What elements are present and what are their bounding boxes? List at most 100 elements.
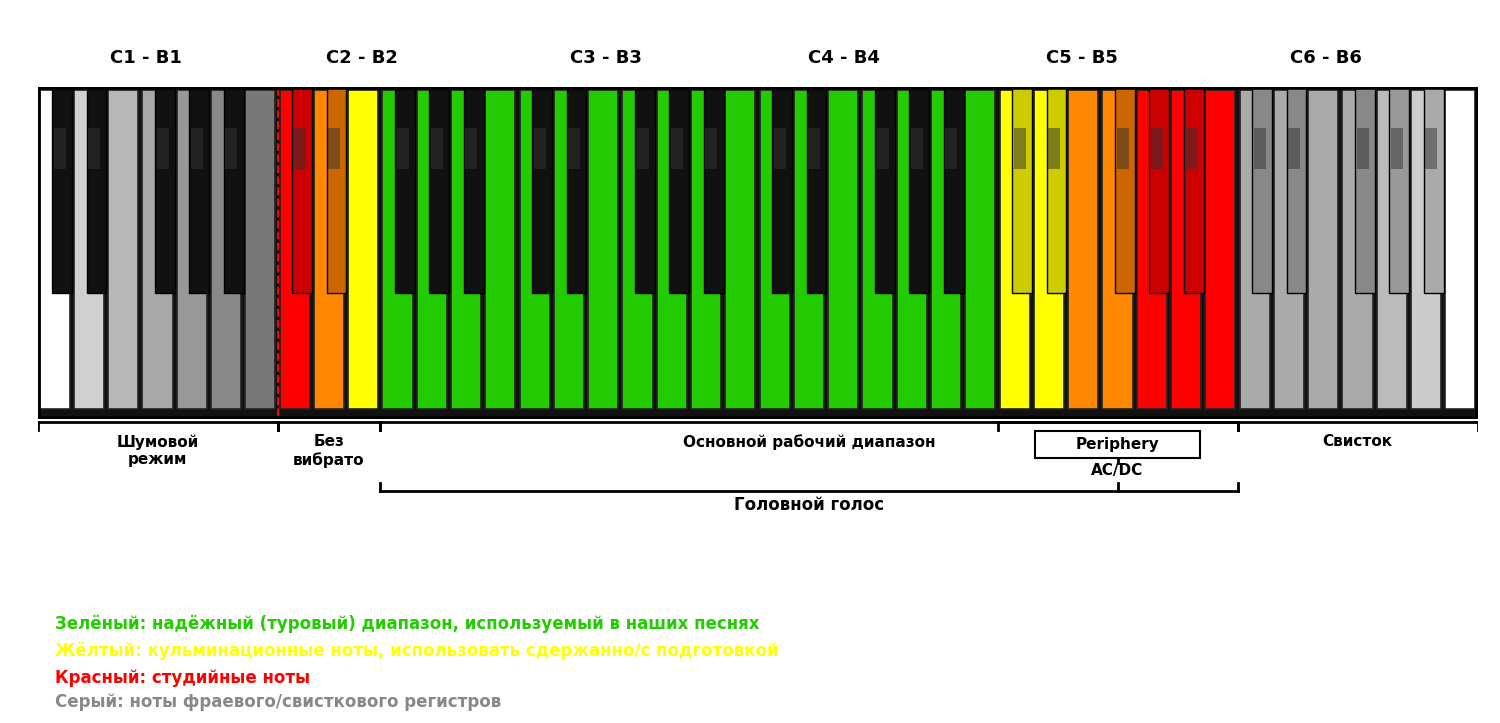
Text: Красный: студийные ноты: Красный: студийные ноты — [56, 669, 310, 687]
Bar — [705, 128, 717, 169]
Bar — [1254, 128, 1266, 169]
Text: Шумовой
режим: Шумовой режим — [117, 435, 198, 467]
Bar — [465, 128, 477, 169]
Bar — [327, 87, 346, 293]
Bar — [154, 87, 176, 293]
Text: C2 - B2: C2 - B2 — [326, 49, 398, 67]
Bar — [878, 128, 888, 169]
Text: C3 - B3: C3 - B3 — [570, 49, 642, 67]
Bar — [1047, 87, 1066, 293]
Bar — [1239, 90, 1269, 409]
Text: Основной рабочий диапазон: Основной рабочий диапазон — [682, 435, 934, 450]
Bar — [142, 90, 172, 409]
Text: Серый: ноты фраевого/свисткового регистров: Серый: ноты фраевого/свисткового регистр… — [56, 693, 501, 711]
Bar — [1114, 87, 1136, 293]
Bar — [726, 90, 756, 409]
Bar — [189, 87, 210, 293]
Bar — [909, 87, 930, 293]
Bar — [588, 90, 618, 409]
Bar — [670, 128, 682, 169]
Bar — [486, 90, 516, 409]
Bar — [382, 90, 412, 409]
Bar — [211, 90, 242, 409]
Bar — [568, 128, 580, 169]
Text: C4 - B4: C4 - B4 — [808, 49, 880, 67]
Bar — [1446, 90, 1476, 409]
Bar — [966, 90, 996, 409]
Text: C1 - B1: C1 - B1 — [110, 49, 182, 67]
Bar — [1274, 90, 1304, 409]
Bar — [394, 87, 416, 293]
Bar — [158, 128, 168, 169]
Bar — [348, 90, 378, 409]
Bar — [1185, 128, 1197, 169]
Bar — [999, 90, 1029, 409]
Bar — [1354, 87, 1376, 293]
Bar — [1287, 87, 1306, 293]
Bar — [657, 90, 687, 409]
Bar — [828, 90, 858, 409]
Bar — [1389, 87, 1410, 293]
Bar — [88, 128, 101, 169]
Bar — [294, 128, 306, 169]
Bar — [417, 90, 447, 409]
Text: AC/DC: AC/DC — [1092, 463, 1143, 478]
Bar — [774, 128, 786, 169]
Bar — [794, 90, 824, 409]
Bar — [452, 90, 482, 409]
Bar — [328, 128, 340, 169]
Bar — [39, 90, 69, 409]
Bar — [759, 90, 789, 409]
Bar — [1172, 90, 1202, 409]
Bar — [292, 87, 312, 293]
Bar — [108, 90, 138, 409]
Bar — [246, 90, 276, 409]
Bar — [622, 90, 652, 409]
Bar — [945, 128, 957, 169]
Bar — [1118, 128, 1128, 169]
Bar — [225, 128, 237, 169]
Bar — [54, 128, 66, 169]
Bar — [554, 90, 584, 409]
Bar — [944, 87, 963, 293]
Bar — [638, 128, 648, 169]
Bar — [932, 90, 962, 409]
Bar — [910, 128, 922, 169]
Bar — [1342, 90, 1372, 409]
Bar — [669, 87, 690, 293]
Bar — [190, 128, 202, 169]
Bar — [1424, 87, 1443, 293]
Bar — [1035, 431, 1200, 458]
Bar — [874, 87, 896, 293]
Bar — [808, 128, 820, 169]
Bar — [1412, 90, 1442, 409]
Bar — [1137, 90, 1167, 409]
Text: Зелёный: надёжный (туровый) диапазон, используемый в наших песнях: Зелёный: надёжный (туровый) диапазон, ис… — [56, 615, 759, 633]
Bar — [1184, 87, 1203, 293]
Bar — [634, 87, 656, 293]
Bar — [519, 90, 549, 409]
Bar — [897, 90, 927, 409]
Bar — [1252, 87, 1272, 293]
Bar — [534, 128, 546, 169]
Bar — [532, 87, 552, 293]
Bar — [279, 90, 309, 409]
Bar — [53, 87, 72, 293]
Bar — [1288, 128, 1300, 169]
Bar — [772, 87, 792, 293]
Bar — [87, 87, 106, 293]
Bar — [704, 87, 723, 293]
Bar — [1425, 128, 1437, 169]
Bar — [398, 128, 408, 169]
Bar — [692, 90, 722, 409]
Bar — [1149, 87, 1170, 293]
Bar — [1150, 128, 1162, 169]
Text: Periphery: Periphery — [1076, 437, 1160, 452]
Text: C6 - B6: C6 - B6 — [1290, 49, 1362, 67]
Bar — [224, 87, 243, 293]
Bar — [429, 87, 450, 293]
Text: Свисток: Свисток — [1323, 435, 1392, 449]
Bar — [177, 90, 207, 409]
Bar — [74, 90, 104, 409]
Bar — [1390, 128, 1402, 169]
